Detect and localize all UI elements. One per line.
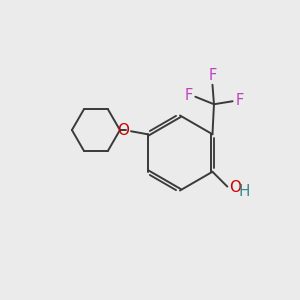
Text: O: O bbox=[117, 122, 129, 137]
Text: F: F bbox=[236, 92, 244, 108]
Text: O: O bbox=[229, 180, 241, 195]
Text: F: F bbox=[184, 88, 192, 103]
Text: H: H bbox=[239, 184, 250, 199]
Text: F: F bbox=[208, 68, 217, 83]
